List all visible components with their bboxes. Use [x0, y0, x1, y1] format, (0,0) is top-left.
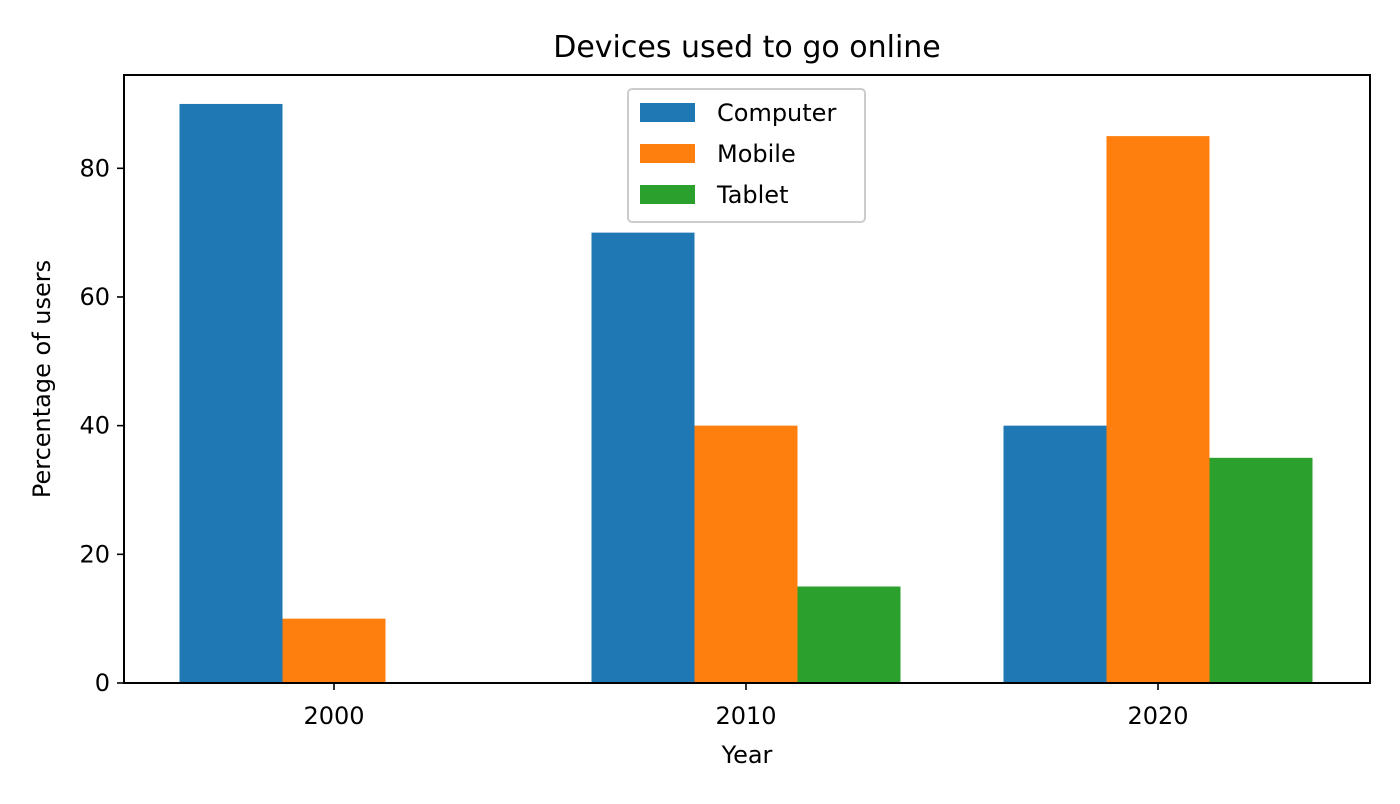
y-axis: 0 20 40 60 80 [79, 154, 124, 697]
y-tick-label: 20 [79, 540, 110, 568]
y-tick-label: 0 [95, 669, 110, 697]
legend-swatch-tablet [640, 185, 695, 204]
legend-label-tablet: Tablet [716, 181, 788, 209]
x-axis-label: Year [721, 741, 773, 769]
bar-mobile-2010 [694, 425, 798, 683]
bar-computer-2020 [1003, 425, 1107, 683]
legend-swatch-computer [640, 103, 695, 122]
legend: Computer Mobile Tablet [627, 88, 866, 223]
y-tick-label: 60 [79, 283, 110, 311]
bar-computer-2000 [179, 103, 283, 683]
bar-mobile-2000 [282, 618, 386, 683]
legend-swatch-mobile [640, 144, 695, 163]
x-tick-label: 2020 [1127, 702, 1188, 730]
y-tick-label: 40 [79, 412, 110, 440]
legend-items: Computer Mobile Tablet [640, 99, 836, 209]
bar-tablet-2010 [797, 586, 901, 683]
legend-label-mobile: Mobile [717, 140, 796, 168]
legend-label-computer: Computer [717, 99, 836, 127]
bars-layer [179, 103, 1313, 683]
bar-computer-2010 [591, 232, 695, 683]
bar-mobile-2020 [1106, 136, 1210, 683]
x-tick-label: 2000 [303, 702, 364, 730]
x-tick-label: 2010 [715, 702, 776, 730]
y-axis-label: Percentage of users [28, 260, 56, 498]
x-axis: 2000 2010 2020 [303, 683, 1189, 730]
bar-tablet-2020 [1209, 457, 1313, 683]
y-tick-label: 80 [79, 154, 110, 182]
plot-frame [123, 74, 1371, 684]
chart-title: Devices used to go online [553, 30, 941, 65]
